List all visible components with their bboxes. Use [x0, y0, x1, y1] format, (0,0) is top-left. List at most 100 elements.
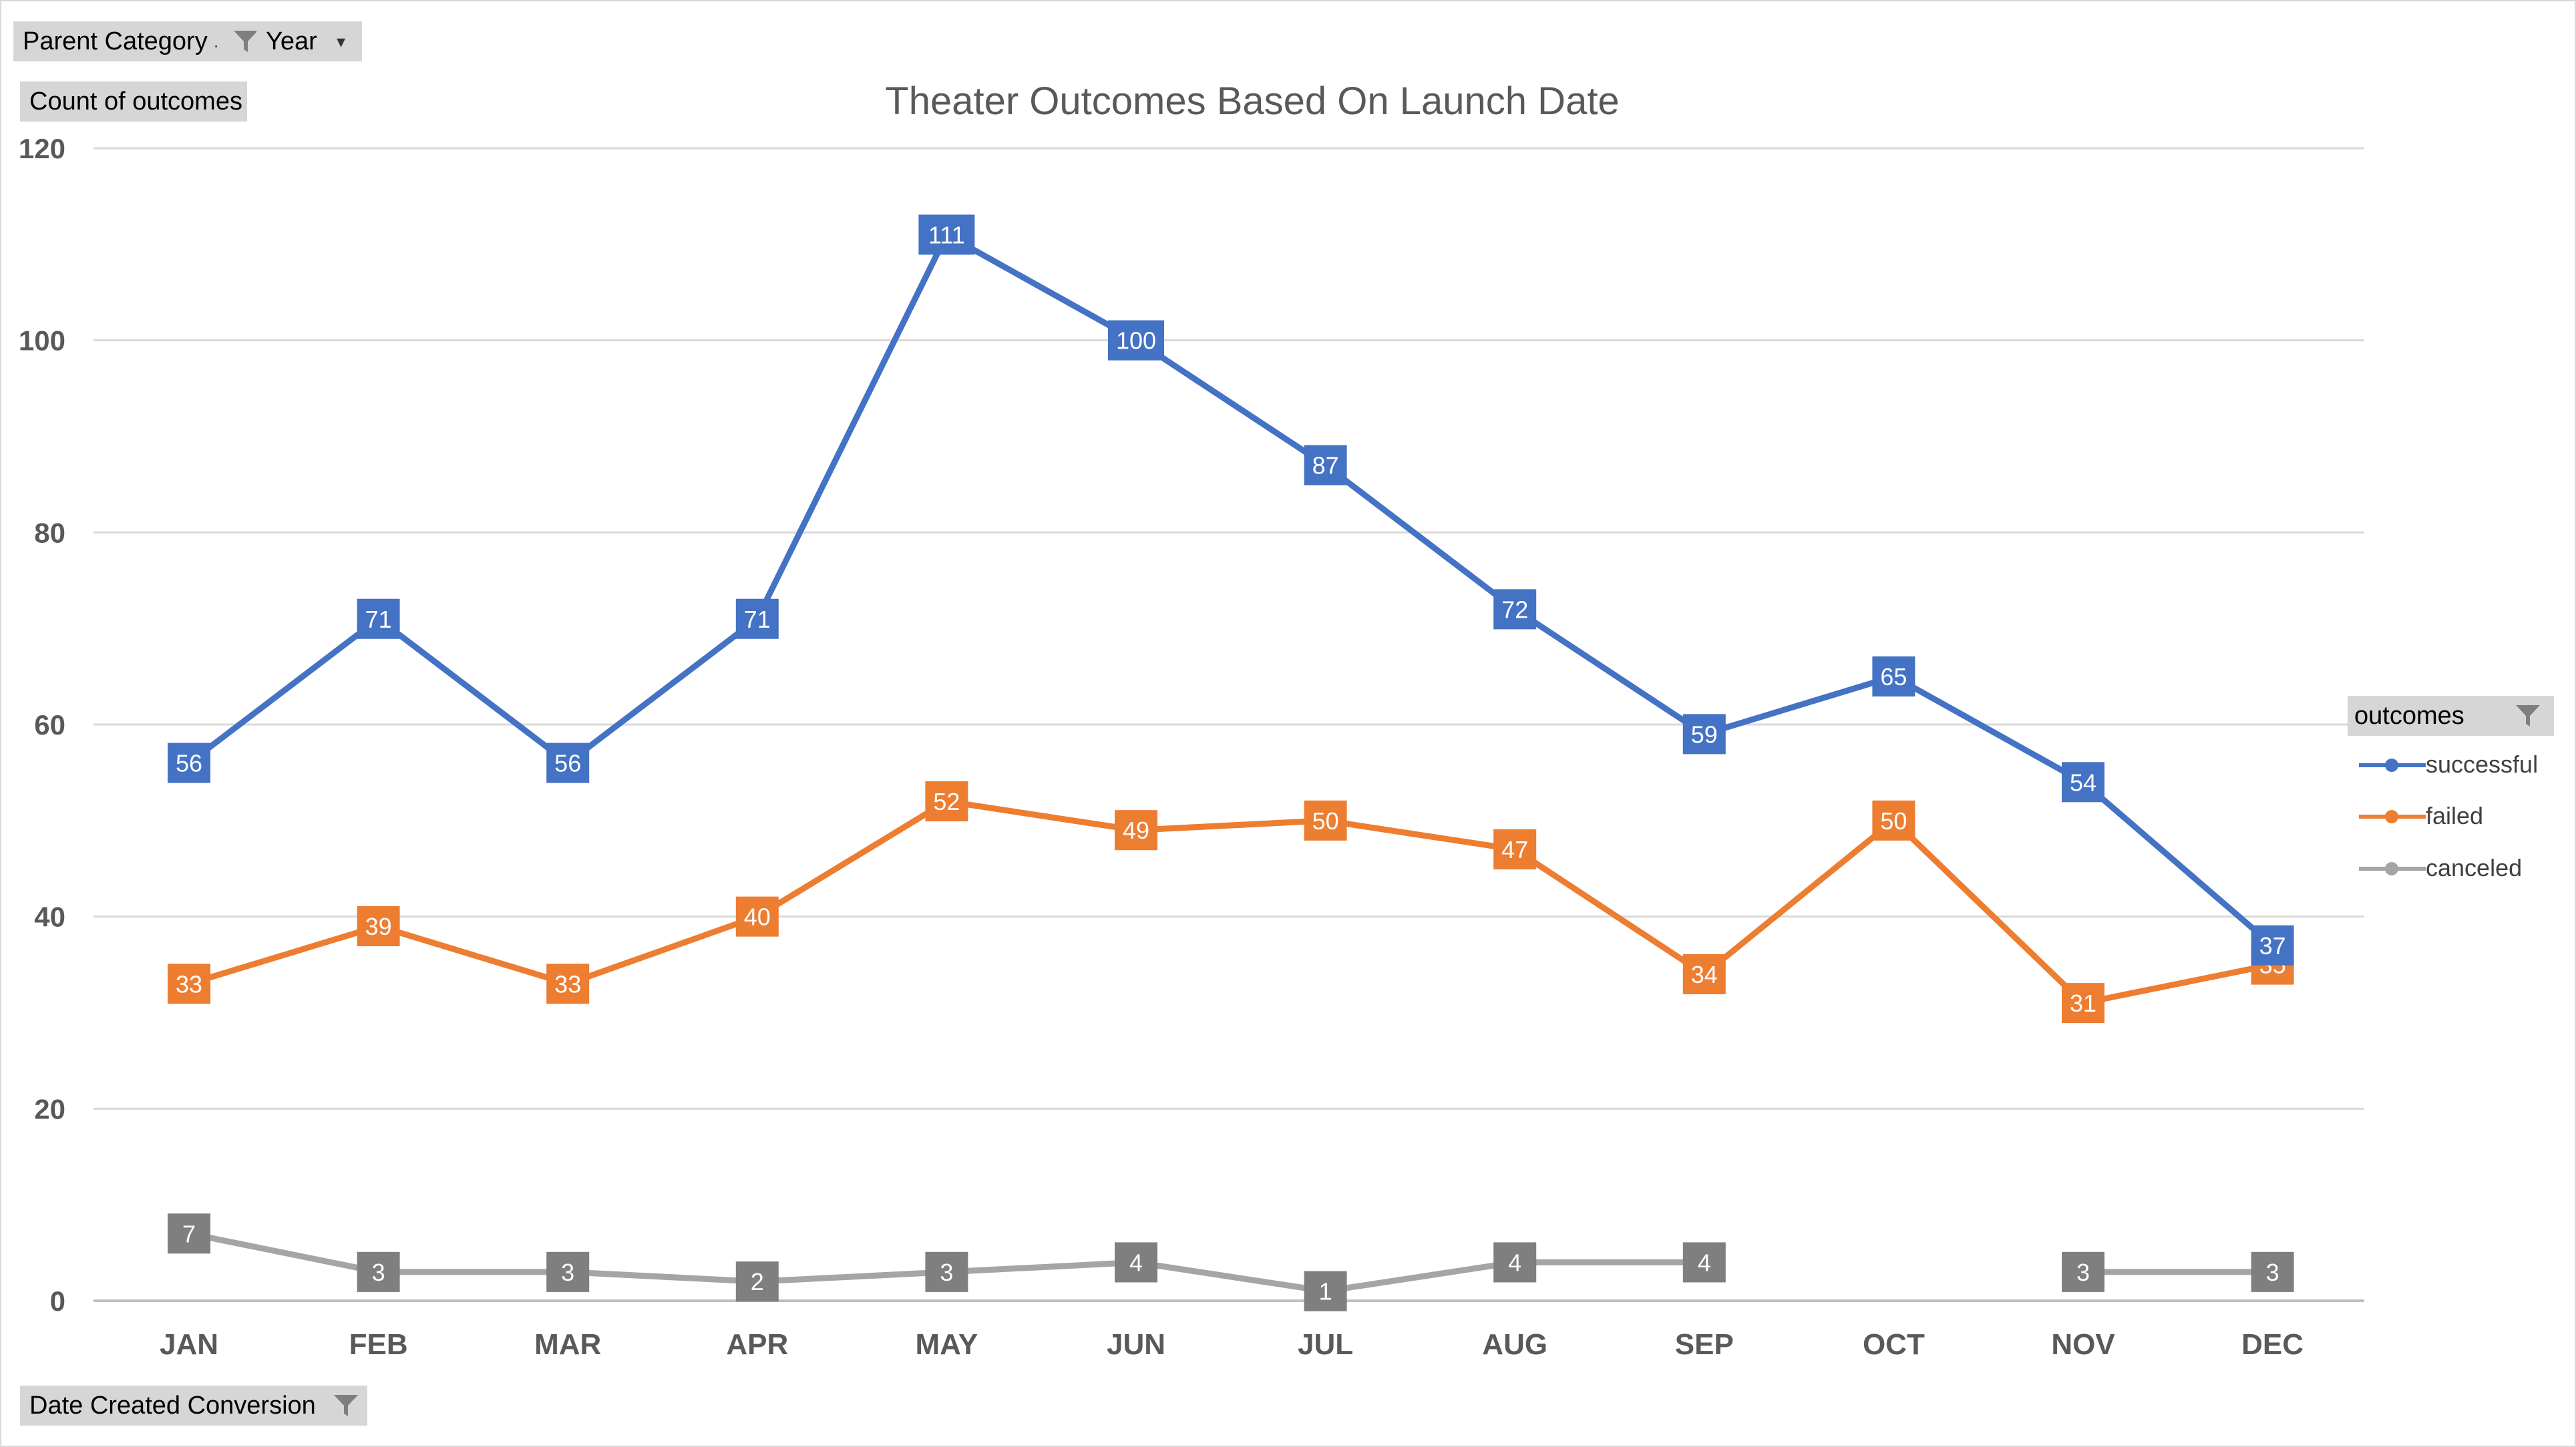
data-label-box-failed: [925, 781, 968, 822]
data-label-canceled: 1: [1319, 1278, 1332, 1305]
data-label-successful: 87: [1312, 452, 1339, 479]
data-label-successful: 59: [1691, 720, 1718, 748]
data-label-canceled: 4: [1508, 1249, 1521, 1276]
data-label-successful: 54: [2070, 769, 2096, 796]
data-label-box-canceled: [735, 1261, 779, 1302]
data-label-box-canceled: [2062, 1251, 2104, 1292]
data-label-box-successful: [168, 743, 210, 783]
data-label-box-canceled: [1304, 1271, 1347, 1311]
data-label-successful: 65: [1880, 663, 1907, 690]
series-line-successful: [186, 231, 2276, 949]
data-label-box-failed: [168, 964, 210, 1004]
x-tick-label: SEP: [1675, 1328, 1734, 1361]
dropdown-arrow-icon: ▾: [337, 31, 346, 51]
data-label-box-canceled: [1115, 1242, 1157, 1283]
data-label-box-canceled: [1682, 1242, 1726, 1283]
data-label-canceled: 3: [372, 1259, 385, 1286]
legend-label-failed: failed: [2426, 802, 2484, 829]
x-tick-label: DEC: [2241, 1328, 2304, 1361]
x-tick-label: FEB: [349, 1328, 408, 1361]
y-tick-label: 0: [50, 1285, 65, 1317]
x-tick-label: OCT: [1863, 1328, 1925, 1361]
year-filter-button[interactable]: Year ▾: [256, 21, 362, 61]
legend-field-button[interactable]: outcomes: [2348, 696, 2554, 736]
data-label-canceled: 4: [1698, 1249, 1711, 1276]
y-tick-label: 20: [34, 1093, 65, 1124]
x-tick-label: NOV: [2051, 1328, 2115, 1361]
data-label-box-successful: [1872, 656, 1915, 697]
data-label-canceled: 3: [561, 1259, 574, 1286]
data-label-successful: 111: [928, 221, 965, 248]
y-tick-label: 60: [34, 709, 65, 741]
data-label-box-successful: [546, 743, 590, 783]
data-label-successful: 37: [2259, 932, 2286, 960]
sort-icon: .: [214, 31, 219, 51]
data-label-successful: 72: [1501, 596, 1528, 623]
legend-marker-canceled: [2385, 862, 2398, 875]
filter-icon: [2516, 705, 2540, 727]
data-label-box-canceled: [546, 1251, 590, 1292]
data-label-box-failed: [735, 896, 779, 937]
legend-label-canceled: canceled: [2426, 854, 2523, 881]
parent-category-label: Parent Category: [23, 27, 208, 55]
data-label-failed: 49: [1123, 817, 1149, 844]
data-label-box-failed: [1493, 829, 1537, 869]
data-label-successful: 100: [1116, 327, 1156, 355]
legend-field-label: outcomes: [2354, 702, 2464, 730]
data-label-box-canceled: [1493, 1242, 1537, 1283]
legend-marker-successful: [2385, 759, 2398, 772]
y-tick-label: 120: [19, 133, 65, 164]
data-label-box-successful: [2062, 762, 2104, 803]
data-label-successful: 56: [176, 750, 202, 777]
values-field-label: Count of outcomes: [29, 87, 242, 116]
data-label-box-successful: [1304, 445, 1347, 485]
data-label-canceled: 3: [2076, 1259, 2090, 1286]
x-tick-label: JUL: [1298, 1328, 1353, 1361]
y-tick-label: 40: [34, 901, 65, 933]
x-tick-label: APR: [726, 1328, 788, 1361]
data-label-failed: 31: [2070, 990, 2096, 1017]
x-tick-label: MAR: [534, 1328, 601, 1361]
y-tick-label: 80: [34, 517, 65, 548]
data-label-failed: 34: [1691, 961, 1718, 988]
data-label-successful: 56: [554, 750, 581, 777]
data-label-canceled: 7: [182, 1220, 196, 1247]
data-label-box-successful: [735, 598, 779, 639]
data-label-box-successful: [1108, 320, 1164, 361]
data-label-box-canceled: [357, 1251, 400, 1292]
data-label-box-successful: [357, 598, 400, 639]
data-label-box-failed: [1872, 800, 1915, 841]
data-label-failed: 47: [1501, 836, 1528, 863]
legend-marker-failed: [2385, 810, 2398, 823]
data-label-canceled: 3: [940, 1259, 953, 1286]
legend-label-successful: successful: [2426, 751, 2539, 778]
data-label-failed: 50: [1880, 807, 1907, 835]
data-label-failed: 39: [365, 913, 392, 940]
data-label-box-failed: [1304, 800, 1347, 841]
data-label-failed: 33: [176, 970, 202, 998]
data-label-canceled: 2: [751, 1268, 764, 1295]
data-label-box-successful: [1682, 714, 1726, 755]
data-label-canceled: 4: [1129, 1249, 1143, 1276]
data-label-failed: 52: [933, 788, 960, 815]
data-label-canceled: 3: [2266, 1259, 2279, 1286]
filter-icon: [334, 1395, 358, 1416]
x-tick-label: MAY: [916, 1328, 978, 1361]
axis-field-button[interactable]: Date Created Conversion: [20, 1386, 367, 1426]
values-field-button[interactable]: Count of outcomes: [20, 81, 247, 122]
data-label-failed: 33: [554, 970, 581, 998]
data-label-successful: 71: [365, 606, 392, 633]
x-tick-label: JAN: [160, 1328, 218, 1361]
data-label-box-failed: [546, 964, 590, 1004]
data-label-box-canceled: [925, 1251, 968, 1292]
year-label: Year: [266, 27, 317, 55]
x-tick-label: JUN: [1107, 1328, 1165, 1361]
data-label-failed: 50: [1312, 807, 1339, 835]
chart-title: Theater Outcomes Based On Launch Date: [885, 79, 1620, 123]
x-tick-label: AUG: [1482, 1328, 1547, 1361]
filter-icon: [234, 31, 258, 52]
series-line-failed: [186, 798, 2276, 1006]
y-tick-label: 100: [19, 325, 65, 357]
parent-category-filter-button[interactable]: Parent Category .: [13, 21, 260, 61]
